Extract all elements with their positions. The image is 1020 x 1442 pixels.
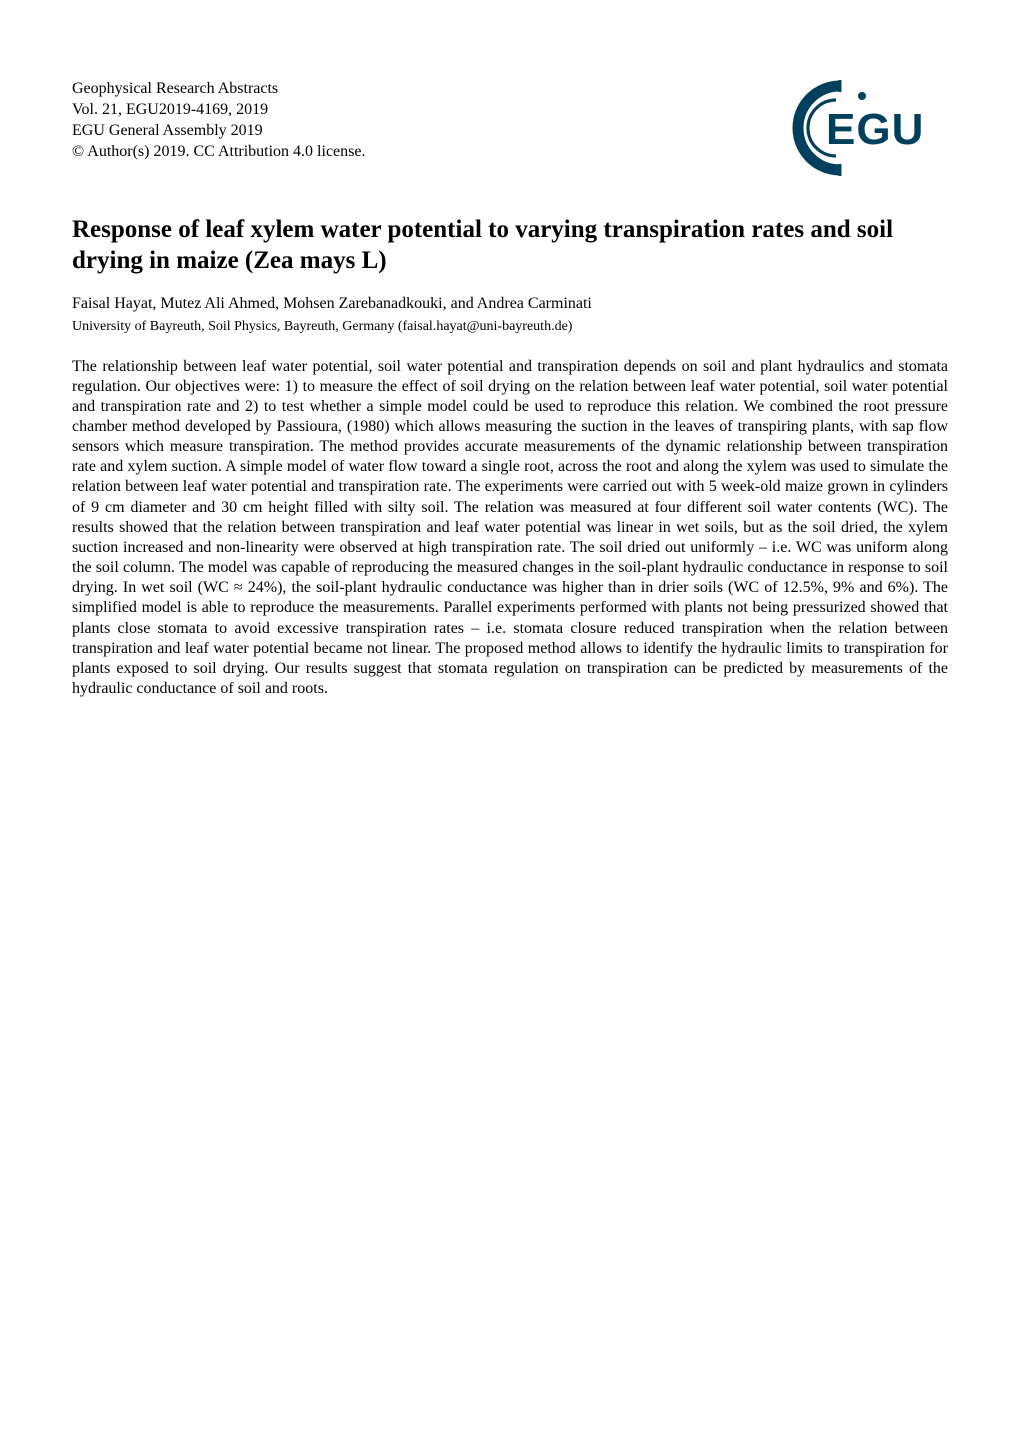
paper-title: Response of leaf xylem water potential t… [72,214,948,277]
logo-container: EGU [778,78,948,178]
logo-text: EGU [826,105,924,154]
meta-volume: Vol. 21, EGU2019-4169, 2019 [72,99,365,120]
meta-license: © Author(s) 2019. CC Attribution 4.0 lic… [72,141,365,162]
affiliation-line: University of Bayreuth, Soil Physics, Ba… [72,319,948,335]
authors-line: Faisal Hayat, Mutez Ali Ahmed, Mohsen Za… [72,295,948,313]
egu-logo-icon: EGU [784,78,948,178]
header-row: Geophysical Research Abstracts Vol. 21, … [72,78,948,178]
page-root: Geophysical Research Abstracts Vol. 21, … [0,0,1020,699]
meta-block: Geophysical Research Abstracts Vol. 21, … [72,78,365,162]
meta-assembly: EGU General Assembly 2019 [72,120,365,141]
meta-journal: Geophysical Research Abstracts [72,78,365,99]
abstract-body: The relationship between leaf water pote… [72,357,948,700]
